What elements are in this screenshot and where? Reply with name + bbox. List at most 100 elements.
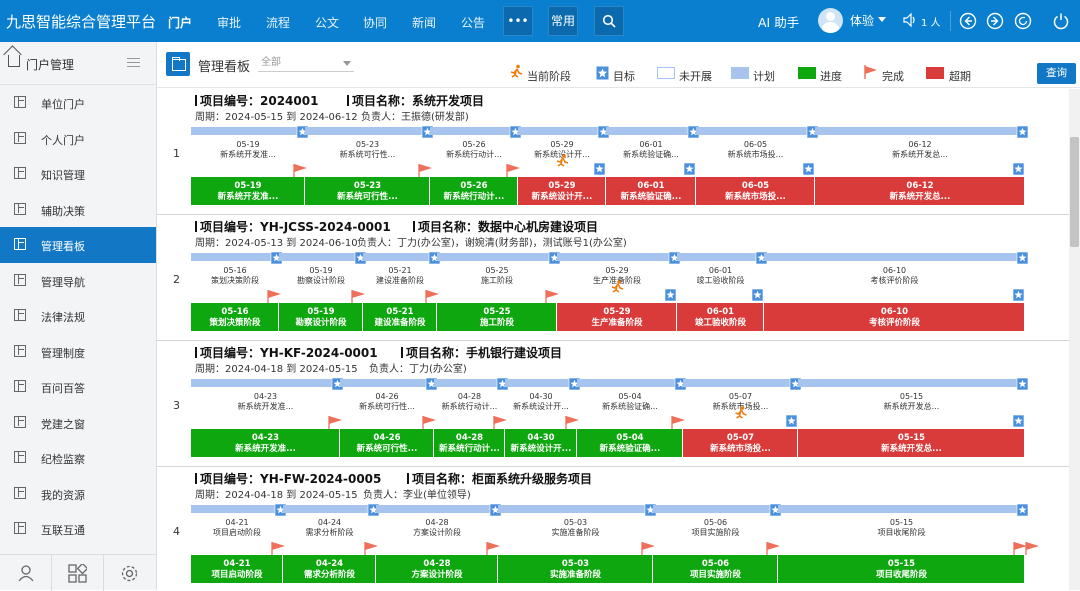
done-flag-icon (486, 542, 500, 555)
plan-bar-segment[interactable] (683, 379, 797, 387)
sidebar-item[interactable]: 辅助决策 (0, 192, 156, 228)
progress-bar-segment[interactable] (498, 555, 652, 583)
plan-bar-segment[interactable] (279, 253, 362, 261)
sidebar-item[interactable]: 百问百答 (0, 369, 156, 405)
row-number: 3 (173, 399, 180, 412)
plan-bar-segment[interactable] (430, 127, 517, 135)
sidebar-item[interactable]: 互联互通 (0, 511, 156, 547)
overdue-bar-segment[interactable] (518, 177, 605, 205)
progress-bar-segment[interactable] (191, 177, 304, 205)
plan-bar-segment[interactable] (283, 505, 375, 513)
nav-document[interactable]: 公文 (315, 16, 340, 30)
plan-bar-segment[interactable] (505, 379, 576, 387)
progress-bar-segment[interactable] (430, 177, 517, 205)
progress-bar-segment[interactable] (305, 177, 429, 205)
project-row[interactable]: 2 项目编号：YH-JCSS-2024-0001 项目名称：数据中心机房建设项目 周期… (157, 215, 1069, 341)
back-icon[interactable] (959, 12, 977, 30)
plan-bar-segment[interactable] (764, 253, 1024, 261)
sidebar-item[interactable]: 单位门户 (0, 85, 156, 121)
progress-bar-segment[interactable] (340, 429, 433, 457)
progress-bar-segment[interactable] (434, 429, 504, 457)
progress-bar-segment[interactable] (191, 429, 339, 457)
plan-bar-segment[interactable] (437, 253, 556, 261)
collapse-menu-icon[interactable] (127, 58, 140, 67)
apps-button[interactable] (52, 555, 104, 591)
nav-news[interactable]: 新闻 (412, 16, 437, 30)
nav-notice[interactable]: 公告 (461, 16, 486, 30)
overdue-bar-segment[interactable] (815, 177, 1024, 205)
progress-bar-segment[interactable] (283, 555, 375, 583)
overdue-bar-segment[interactable] (677, 303, 763, 331)
progress-bar-segment[interactable] (363, 303, 436, 331)
project-row[interactable]: 4 项目编号：YH-FW-2024-0005 项目名称：柜面系统升级服务项目 周期：2… (157, 467, 1069, 590)
sidebar-item[interactable]: 知识管理 (0, 156, 156, 192)
plan-bar-segment[interactable] (363, 253, 436, 261)
plan-bar-segment[interactable] (434, 379, 504, 387)
overdue-bar-segment[interactable] (557, 303, 676, 331)
plan-bar-segment[interactable] (498, 505, 652, 513)
project-row[interactable]: 3 项目编号：YH-KF-2024-0001 项目名称：手机银行建设项目 周期：202… (157, 341, 1069, 467)
sidebar-item[interactable]: 法律法规 (0, 298, 156, 334)
user-name[interactable]: 体验 (850, 14, 875, 28)
project-row[interactable]: 1 项目编号：2024001 项目名称：系统开发项目 周期：2024-05-15 到 … (157, 89, 1069, 215)
plan-bar-segment[interactable] (340, 379, 433, 387)
progress-bar-segment[interactable] (778, 555, 1024, 583)
nav-portal[interactable]: 门户 (168, 16, 193, 30)
progress-bar-segment[interactable] (279, 303, 362, 331)
settings-button[interactable] (104, 555, 156, 591)
search-button[interactable] (594, 6, 624, 36)
progress-bar-segment[interactable] (505, 429, 576, 457)
plan-bar-segment[interactable] (191, 379, 339, 387)
plan-bar-segment[interactable] (518, 127, 605, 135)
more-button[interactable]: ••• (503, 6, 533, 36)
user-dropdown-icon[interactable] (878, 17, 886, 22)
plan-bar-segment[interactable] (191, 127, 304, 135)
plan-bar-segment[interactable] (798, 379, 1024, 387)
progress-bar-segment[interactable] (376, 555, 497, 583)
nav-collab[interactable]: 协同 (363, 16, 388, 30)
overdue-bar-segment[interactable] (606, 177, 695, 205)
progress-bar-segment[interactable] (191, 303, 278, 331)
overdue-bar-segment[interactable] (764, 303, 1024, 331)
scrollbar[interactable] (1069, 89, 1080, 590)
plan-bar-segment[interactable] (653, 505, 777, 513)
overdue-bar-segment[interactable] (683, 429, 797, 457)
plan-bar-segment[interactable] (815, 127, 1024, 135)
progress-bar-segment[interactable] (653, 555, 777, 583)
plan-bar-segment[interactable] (778, 505, 1024, 513)
sidebar-item[interactable]: 管理看板 (0, 227, 156, 263)
sidebar-item[interactable]: 我的资源 (0, 476, 156, 512)
refresh-icon[interactable] (1014, 12, 1032, 30)
ai-assistant[interactable]: AI 助手 (758, 15, 800, 30)
plan-bar-segment[interactable] (606, 127, 695, 135)
query-button[interactable]: 查询 (1037, 63, 1076, 84)
project-filter-select[interactable]: 全部 (258, 55, 354, 72)
plan-bar-segment[interactable] (696, 127, 814, 135)
nav-workflow[interactable]: 流程 (266, 16, 291, 30)
plan-bar-segment[interactable] (191, 253, 278, 261)
progress-bar-segment[interactable] (437, 303, 556, 331)
scroll-thumb[interactable] (1070, 137, 1079, 247)
plan-bar-segment[interactable] (376, 505, 497, 513)
progress-bar-segment[interactable] (577, 429, 682, 457)
sidebar-item[interactable]: 党建之窗 (0, 405, 156, 441)
sidebar-item[interactable]: 个人门户 (0, 121, 156, 157)
user-center-button[interactable] (0, 555, 52, 591)
overdue-bar-segment[interactable] (696, 177, 814, 205)
plan-bar-segment[interactable] (305, 127, 429, 135)
plan-bar-segment[interactable] (577, 379, 682, 387)
sidebar-item[interactable]: 纪检监察 (0, 440, 156, 476)
common-button[interactable]: 常用 (548, 6, 578, 36)
plan-bar-segment[interactable] (677, 253, 763, 261)
power-icon[interactable] (1052, 12, 1070, 30)
speaker-icon[interactable] (903, 13, 917, 27)
plan-bar-segment[interactable] (557, 253, 676, 261)
sidebar-item[interactable]: 管理导航 (0, 263, 156, 299)
progress-bar-segment[interactable] (191, 555, 282, 583)
overdue-bar-segment[interactable] (798, 429, 1024, 457)
plan-bar-segment[interactable] (191, 505, 282, 513)
nav-approval[interactable]: 审批 (217, 16, 242, 30)
forward-icon[interactable] (986, 12, 1004, 30)
sidebar-item[interactable]: 管理制度 (0, 334, 156, 370)
avatar[interactable] (818, 8, 843, 33)
